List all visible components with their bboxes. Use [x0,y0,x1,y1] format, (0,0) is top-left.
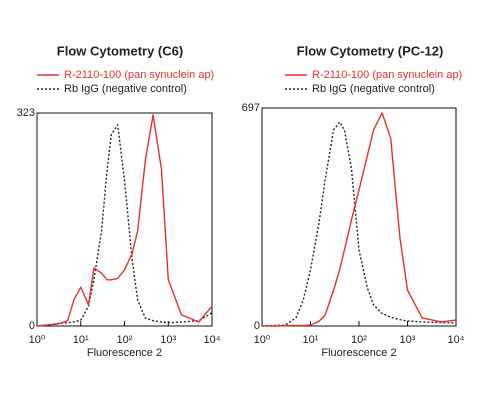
y-tick-label: 323 [17,107,35,119]
y-tick-label: 0 [29,320,35,332]
histogram-line [36,114,213,327]
x-axis-title: Fluorescence 2 [321,347,396,359]
y-tick-label: 697 [242,102,260,114]
x-tick-label: 10⁰ [29,334,46,346]
legend-label: Rb IgG (negative control) [64,83,187,95]
chart-title: Flow Cytometry (C6) [57,43,183,58]
x-tick-label: 10³ [400,334,416,346]
legend-label: R-2110-100 (pan synuclein ap) [312,69,462,81]
x-tick-label: 10² [117,334,133,346]
legend-label: R-2110-100 (pan synuclein ap) [64,69,214,81]
histogram-line [36,124,213,327]
x-tick-label: 10⁴ [448,334,465,346]
histogram-line [262,112,457,327]
x-tick-label: 10¹ [303,334,319,346]
chart-title: Flow Cytometry (PC-12) [297,43,444,58]
x-tick-label: 10³ [160,334,176,346]
x-tick-label: 10¹ [73,334,89,346]
x-tick-label: 10² [351,334,367,346]
plot-frame [261,107,457,327]
legend-label: Rb IgG (negative control) [312,83,435,95]
x-tick-label: 10⁰ [254,334,271,346]
plot-frame [36,112,213,327]
y-tick-label: 0 [254,320,260,332]
x-axis-title: Fluorescence 2 [87,347,162,359]
histogram-line [261,121,457,327]
x-tick-label: 10⁴ [204,334,221,346]
